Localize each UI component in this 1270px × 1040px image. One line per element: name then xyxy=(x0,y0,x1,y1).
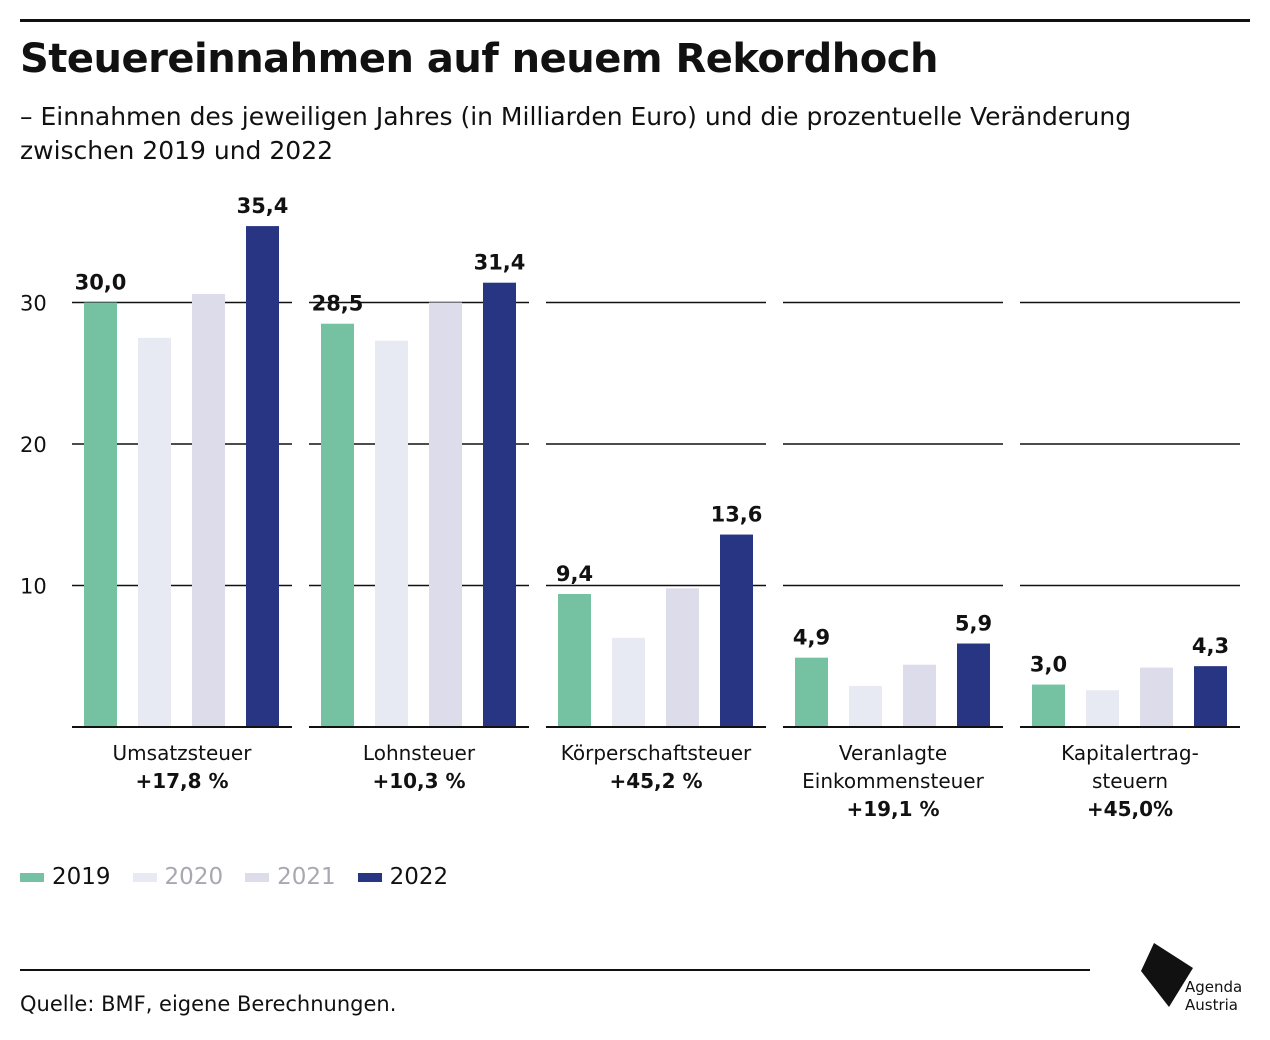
change-label: +45,0% xyxy=(1087,797,1173,821)
legend-swatch-2021 xyxy=(245,872,270,882)
data-label: 35,4 xyxy=(237,194,289,218)
change-label: +17,8 % xyxy=(135,769,228,793)
bar-2019-5 xyxy=(1032,684,1065,727)
category-label: Umsatzsteuer xyxy=(113,741,253,765)
data-label: 4,9 xyxy=(793,626,830,650)
y-tick-label: 30 xyxy=(20,292,47,316)
bar-2020-2 xyxy=(375,340,408,727)
y-tick-label: 10 xyxy=(20,575,47,599)
bar-2019-3 xyxy=(558,593,591,727)
data-label: 4,3 xyxy=(1192,634,1229,658)
logo-line-austria: Austria xyxy=(1185,996,1238,1014)
legend-item-2019: 2019 xyxy=(20,864,111,890)
category-label: Veranlagte xyxy=(839,741,947,765)
legend-label-2020: 2020 xyxy=(164,864,224,890)
legend: 2019 2020 2021 2022 xyxy=(20,864,470,890)
legend-label-2021: 2021 xyxy=(277,864,336,890)
bar-2020-4 xyxy=(849,685,882,727)
bar-2021-5 xyxy=(1140,667,1173,727)
category-label: Einkommensteuer xyxy=(802,769,984,793)
bar-2021-3 xyxy=(666,588,699,727)
change-label: +45,2 % xyxy=(609,769,702,793)
bar-2020-3 xyxy=(612,637,645,727)
source-note: Quelle: BMF, eigene Berechnungen. xyxy=(20,992,397,1016)
agenda-austria-logo-icon xyxy=(1141,943,1193,1007)
y-tick-label: 20 xyxy=(20,433,47,457)
data-label: 31,4 xyxy=(474,251,526,275)
change-label: +10,3 % xyxy=(372,769,465,793)
change-label: +19,1 % xyxy=(846,797,939,821)
legend-label-2019: 2019 xyxy=(52,864,111,890)
logo-text: Agenda Austria xyxy=(1185,978,1242,1014)
chart-title: Steuereinnahmen auf neuem Rekordhoch xyxy=(20,36,938,82)
bar-2022-1 xyxy=(246,226,279,727)
data-label: 3,0 xyxy=(1030,653,1067,677)
bar-2020-5 xyxy=(1086,690,1119,727)
bar-2022-4 xyxy=(957,643,990,727)
bottom-rule xyxy=(20,969,1090,971)
bar-2021-1 xyxy=(192,294,225,727)
legend-swatch-2019 xyxy=(20,872,44,882)
bar-2019-2 xyxy=(321,323,354,727)
bar-2020-1 xyxy=(138,337,171,727)
logo-line-agenda: Agenda xyxy=(1185,978,1243,996)
legend-swatch-2022 xyxy=(357,872,382,882)
bar-2021-2 xyxy=(429,302,462,727)
data-label: 30,0 xyxy=(75,271,127,295)
legend-item-2021: 2021 xyxy=(245,864,336,890)
chart-subtitle: – Einnahmen des jeweiligen Jahres (in Mi… xyxy=(20,102,1132,165)
bar-2022-5 xyxy=(1194,666,1227,727)
top-rule xyxy=(20,19,1250,22)
category-label: Lohnsteuer xyxy=(363,741,476,765)
legend-item-2020: 2020 xyxy=(132,864,224,890)
bar-2021-4 xyxy=(903,664,936,727)
bar-2019-4 xyxy=(795,657,828,727)
bar-chart: 10 20 30 30,0 28,5 9,4 4,9 3,0 35,4 31,4 13,6 5,9 4,… xyxy=(20,194,1240,821)
data-label: 13,6 xyxy=(711,503,763,527)
category-label: Körperschaftsteuer xyxy=(561,741,752,765)
data-label: 9,4 xyxy=(556,562,593,586)
data-label: 28,5 xyxy=(312,292,364,316)
bar-2022-2 xyxy=(483,282,516,727)
legend-item-2022: 2022 xyxy=(357,864,449,890)
category-label: Kapitalertrag- xyxy=(1061,741,1199,765)
legend-label-2022: 2022 xyxy=(389,864,449,890)
category-label: steuern xyxy=(1092,769,1168,793)
bar-2019-1 xyxy=(84,302,117,727)
bar-2022-3 xyxy=(720,534,753,727)
legend-swatch-2020 xyxy=(132,872,157,882)
data-label: 5,9 xyxy=(955,612,992,636)
